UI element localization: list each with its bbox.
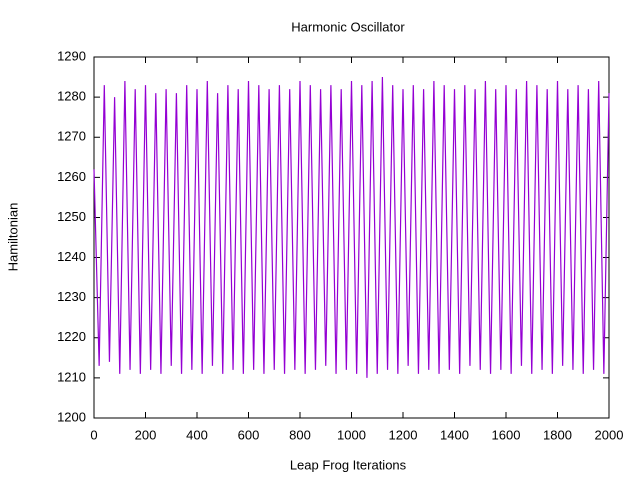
y-tick-label: 1220	[57, 329, 86, 344]
y-tick-label: 1200	[57, 409, 86, 424]
x-tick-label: 0	[90, 427, 97, 442]
y-tick-label: 1290	[57, 48, 86, 63]
x-tick-label: 800	[289, 427, 311, 442]
data-line	[93, 77, 610, 378]
x-tick-label: 1200	[389, 427, 418, 442]
x-tick-label: 600	[238, 427, 260, 442]
x-tick-label: 1600	[492, 427, 521, 442]
x-tick-label: 2000	[595, 427, 624, 442]
y-tick-label: 1250	[57, 209, 86, 224]
y-tick-label: 1260	[57, 169, 86, 184]
chart-title: Harmonic Oscillator	[291, 19, 405, 34]
x-tick-label: 1000	[337, 427, 366, 442]
y-tick-label: 1230	[57, 289, 86, 304]
y-axis-label: Hamiltonian	[5, 203, 20, 272]
x-tick-label: 400	[186, 427, 208, 442]
x-tick-label: 200	[135, 427, 157, 442]
y-tick-label: 1210	[57, 369, 86, 384]
y-tick-label: 1270	[57, 129, 86, 144]
x-tick-label: 1400	[440, 427, 469, 442]
y-tick-label: 1280	[57, 89, 86, 104]
y-tick-label: 1240	[57, 249, 86, 264]
x-tick-label: 1800	[543, 427, 572, 442]
x-axis-label: Leap Frog Iterations	[290, 457, 407, 472]
